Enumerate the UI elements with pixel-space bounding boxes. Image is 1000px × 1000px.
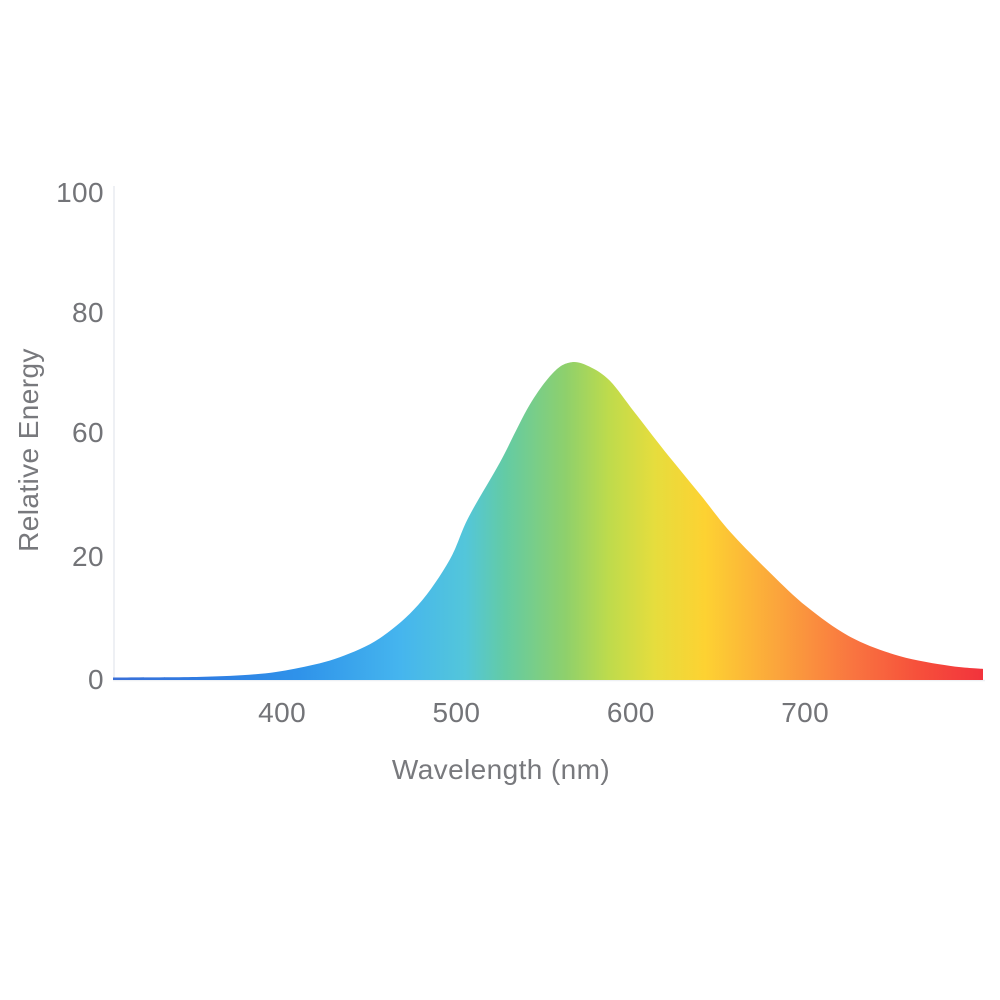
x-tick-label-500: 500 — [432, 697, 481, 728]
x-tick-label-600: 600 — [606, 697, 655, 728]
y-tick-label-20: 20 — [72, 541, 104, 572]
x-axis-title: Wavelength (nm) — [391, 754, 611, 785]
y-tick-label-100: 100 — [56, 177, 104, 208]
y-tick-label-0: 0 — [88, 664, 104, 695]
spectrum-area-fill — [113, 361, 983, 680]
y-tick-label-60: 60 — [72, 417, 104, 448]
x-tick-label-400: 400 — [258, 697, 307, 728]
y-axis-title: Relative Energy — [13, 348, 44, 552]
y-tick-label-80: 80 — [72, 297, 104, 328]
x-tick-label-700: 700 — [781, 697, 830, 728]
